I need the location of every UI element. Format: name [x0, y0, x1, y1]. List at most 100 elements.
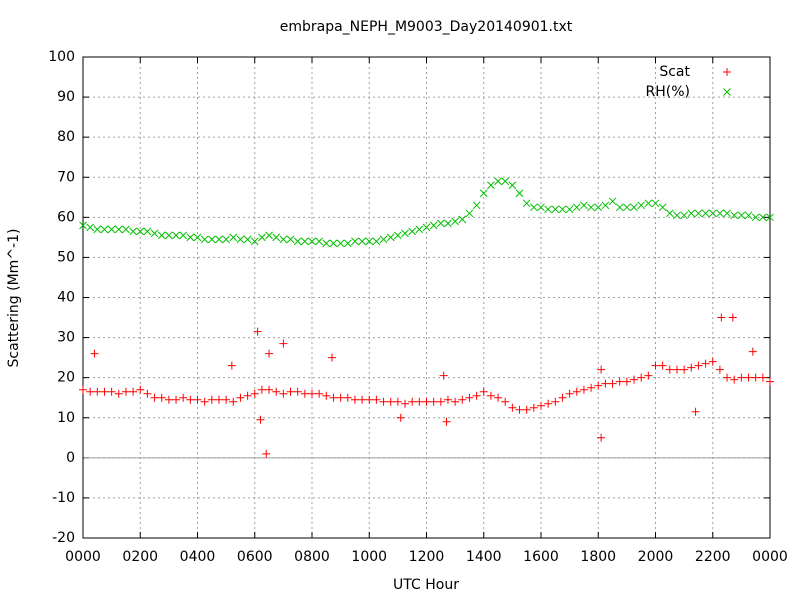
data-point	[129, 387, 138, 396]
data-point	[408, 227, 417, 236]
data-point	[622, 377, 631, 386]
data-point	[758, 213, 767, 222]
data-point	[601, 379, 610, 388]
data-point	[122, 225, 130, 234]
x-tick-label: 1800	[580, 549, 616, 565]
data-point	[465, 209, 474, 218]
data-point	[537, 401, 545, 410]
data-point	[193, 395, 202, 404]
data-point	[587, 383, 596, 392]
data-point	[658, 361, 667, 370]
data-point	[86, 387, 95, 396]
data-point	[717, 313, 726, 322]
y-tick-label: 50	[57, 249, 75, 265]
data-point	[386, 233, 395, 242]
data-point	[451, 217, 459, 226]
data-point	[256, 415, 265, 424]
data-point	[372, 395, 381, 404]
data-point	[529, 203, 538, 212]
data-point	[257, 385, 266, 394]
data-point	[136, 227, 145, 236]
data-point	[300, 389, 309, 398]
data-point	[728, 313, 737, 322]
data-point	[343, 393, 352, 402]
data-point	[766, 213, 774, 222]
data-point	[243, 391, 252, 400]
data-point	[601, 201, 610, 210]
data-point	[272, 233, 281, 242]
data-point	[572, 203, 581, 212]
data-point	[343, 239, 352, 248]
data-point	[472, 391, 481, 400]
data-point	[401, 229, 409, 238]
data-point	[365, 237, 374, 246]
data-point	[544, 399, 553, 408]
data-point	[107, 225, 116, 234]
data-point	[608, 197, 617, 206]
data-point	[644, 371, 653, 380]
data-point	[293, 237, 302, 246]
data-point	[508, 181, 517, 190]
data-point	[393, 397, 402, 406]
data-point	[358, 395, 367, 404]
data-point	[587, 203, 595, 212]
data-point	[79, 385, 87, 394]
data-point	[90, 349, 99, 358]
data-point	[222, 395, 231, 404]
data-point	[308, 389, 316, 398]
data-point	[150, 393, 159, 402]
data-point	[250, 389, 259, 398]
data-point	[730, 375, 739, 384]
data-point	[214, 395, 223, 404]
data-point	[723, 209, 731, 218]
y-tick-label: 60	[57, 209, 75, 225]
data-point	[486, 391, 495, 400]
data-point	[580, 201, 588, 210]
data-point	[336, 239, 345, 248]
data-point	[172, 231, 180, 240]
data-point	[379, 397, 388, 406]
data-point	[558, 205, 567, 214]
data-point	[558, 393, 567, 402]
data-point	[694, 361, 703, 370]
data-point	[594, 203, 603, 212]
data-point	[751, 373, 760, 382]
data-point	[114, 389, 123, 398]
data-point	[401, 399, 410, 408]
data-point	[143, 389, 152, 398]
data-point	[136, 385, 145, 394]
data-point	[207, 235, 216, 244]
x-tick-label: 1600	[523, 549, 559, 565]
data-point	[651, 199, 660, 208]
data-point	[597, 433, 606, 442]
data-point	[365, 395, 374, 404]
y-tick-label: 100	[48, 49, 75, 65]
data-point	[579, 385, 588, 394]
data-point	[737, 211, 746, 220]
data-point	[253, 327, 262, 336]
data-point	[522, 199, 531, 208]
data-point	[358, 237, 366, 246]
data-point	[329, 239, 338, 248]
data-point	[286, 235, 295, 244]
data-point	[207, 395, 216, 404]
data-point	[551, 205, 560, 214]
data-point	[262, 449, 271, 458]
x-tick-label: 2000	[638, 549, 674, 565]
data-point	[687, 209, 696, 218]
data-point	[129, 227, 137, 236]
data-point	[479, 387, 488, 396]
data-point	[744, 211, 753, 220]
data-point	[730, 211, 739, 220]
x-tick-label: 0400	[180, 549, 216, 565]
data-point	[429, 221, 438, 230]
data-point	[293, 387, 302, 396]
data-point	[748, 347, 757, 356]
data-point	[694, 209, 703, 218]
data-point	[372, 237, 381, 246]
x-tick-label: 0600	[237, 549, 273, 565]
y-tick-label: 70	[57, 169, 75, 185]
data-point	[537, 203, 545, 212]
